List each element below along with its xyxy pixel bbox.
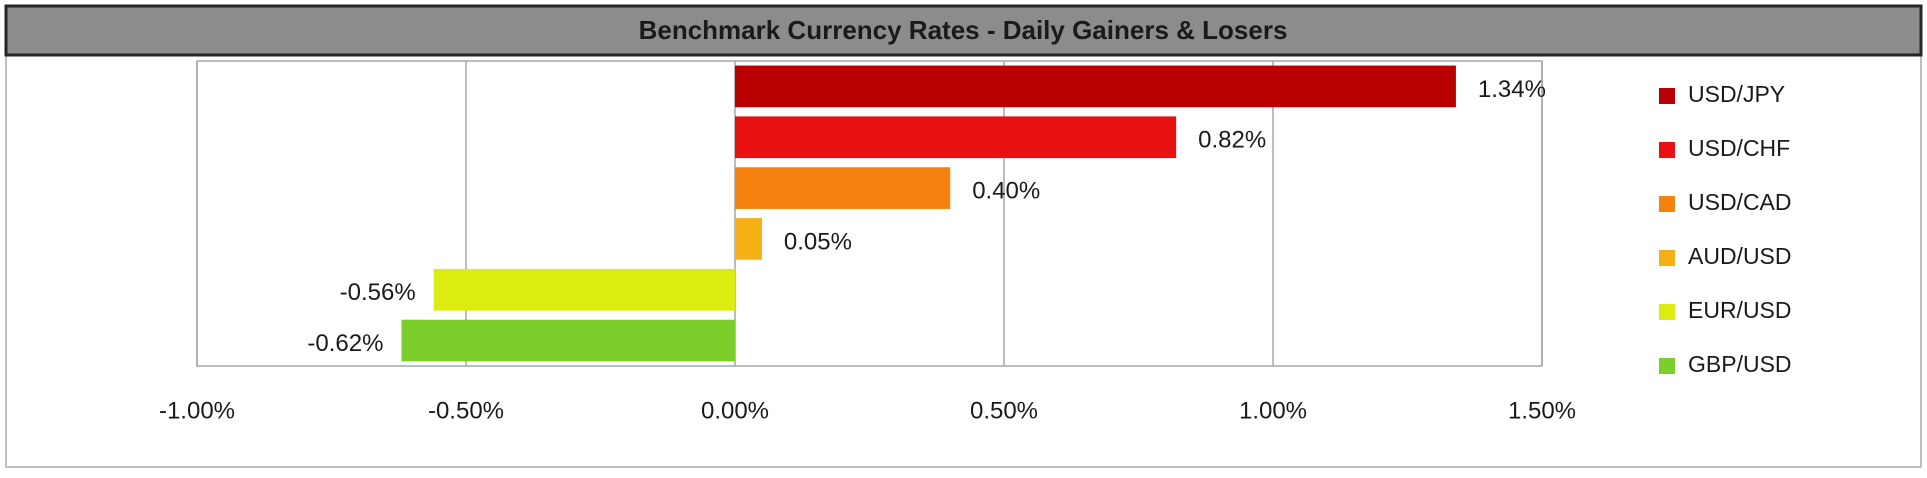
x-tick-label: 0.00% [701, 397, 769, 424]
data-label: 0.05% [784, 228, 852, 255]
legend-swatch [1659, 358, 1675, 374]
legend-swatch [1659, 304, 1675, 320]
bar [735, 218, 762, 260]
data-label: 0.82% [1198, 127, 1266, 154]
chart-title: Benchmark Currency Rates - Daily Gainers… [639, 15, 1288, 45]
legend-label: USD/CHF [1688, 135, 1790, 161]
x-tick-label: 0.50% [970, 397, 1038, 424]
bar [401, 319, 735, 362]
legend-label: AUD/USD [1688, 243, 1792, 269]
legend-label: EUR/USD [1688, 297, 1792, 323]
bar [433, 268, 735, 311]
x-tick-label: 1.00% [1239, 397, 1307, 424]
data-label: 0.40% [972, 177, 1040, 204]
data-label: -0.62% [307, 330, 383, 357]
bar [735, 65, 1456, 108]
x-tick-label: -1.00% [159, 397, 235, 424]
legend-swatch [1659, 250, 1675, 266]
legend-label: GBP/USD [1688, 351, 1792, 377]
legend-swatch [1659, 196, 1675, 212]
legend-swatch [1659, 142, 1675, 158]
legend-label: USD/CAD [1688, 189, 1792, 215]
bar [735, 167, 951, 209]
x-tick-label: 1.50% [1508, 397, 1576, 424]
x-tick-label: -0.50% [428, 397, 504, 424]
data-label: -0.56% [340, 279, 416, 306]
legend-label: USD/JPY [1688, 81, 1785, 107]
title-bar [4, 4, 1923, 57]
bar [735, 116, 1177, 159]
data-label: 1.34% [1478, 76, 1546, 103]
legend-swatch [1659, 88, 1675, 104]
